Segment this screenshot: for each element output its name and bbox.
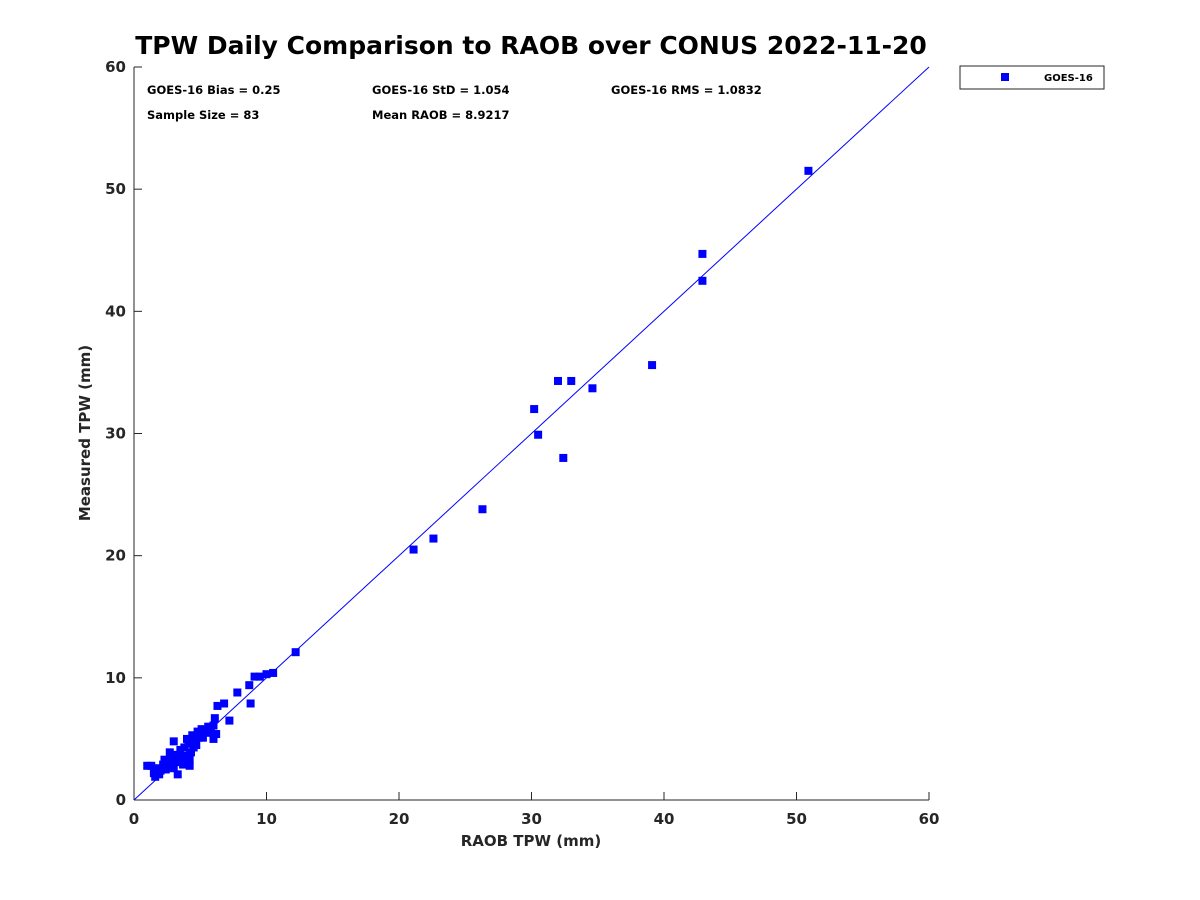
- data-point: [530, 405, 539, 414]
- legend-label-goes-16: GOES-16: [1044, 73, 1093, 84]
- x-tick-label: 30: [521, 810, 542, 828]
- data-point: [160, 755, 169, 764]
- data-point: [245, 681, 254, 690]
- data-point: [198, 733, 207, 742]
- data-point: [698, 249, 707, 258]
- data-point: [255, 672, 264, 681]
- data-point: [159, 760, 168, 769]
- data-point: [246, 699, 255, 708]
- x-axis-ticks: 0 10 20 30 40 50 60: [129, 792, 940, 828]
- data-point: [478, 505, 487, 514]
- data-point: [212, 730, 221, 739]
- y-tick-label: 60: [105, 58, 126, 76]
- data-point: [262, 670, 271, 679]
- data-point: [559, 453, 568, 462]
- data-point: [648, 361, 657, 370]
- data-point: [206, 728, 215, 737]
- mean-raob-annotation: Mean RAOB = 8.9217: [372, 108, 510, 122]
- data-point: [204, 722, 213, 731]
- data-point: [429, 534, 438, 543]
- data-point: [183, 734, 191, 743]
- std-annotation: GOES-16 StD = 1.054: [372, 83, 509, 97]
- data-point: [185, 755, 194, 764]
- data-point: [179, 760, 188, 769]
- y-tick-label: 50: [105, 180, 126, 198]
- data-point: [169, 737, 178, 746]
- data-point: [186, 748, 195, 757]
- x-tick-label: 0: [129, 810, 139, 828]
- x-tick-label: 10: [256, 810, 277, 828]
- legend: GOES-16: [959, 65, 1105, 90]
- bias-annotation: GOES-16 Bias = 0.25: [147, 83, 280, 97]
- y-tick-label: 40: [105, 302, 126, 320]
- data-point: [172, 750, 181, 759]
- data-point: [220, 699, 229, 708]
- data-point: [188, 731, 197, 740]
- chart-title: TPW Daily Comparison to RAOB over CONUS …: [135, 31, 927, 60]
- y-tick-label: 30: [105, 425, 126, 443]
- data-point: [156, 766, 165, 775]
- sample-size-annotation: Sample Size = 83: [147, 108, 259, 122]
- data-point: [233, 688, 242, 697]
- x-tick-label: 50: [786, 810, 807, 828]
- data-point: [291, 648, 300, 657]
- data-point: [804, 166, 813, 175]
- x-tick-label: 20: [389, 810, 410, 828]
- y-tick-label: 20: [105, 547, 126, 565]
- data-point: [698, 276, 707, 285]
- x-axis-label: RAOB TPW (mm): [461, 832, 602, 850]
- y-axis-label: Measured TPW (mm): [76, 345, 94, 521]
- data-point: [209, 721, 218, 730]
- data-point: [250, 672, 259, 681]
- data-point: [184, 739, 193, 748]
- data-point: [201, 727, 210, 736]
- y-tick-label: 0: [116, 791, 126, 809]
- data-point: [409, 545, 418, 554]
- data-point: [169, 764, 178, 773]
- legend-box: [959, 65, 1105, 90]
- rms-annotation: GOES-16 RMS = 1.0832: [611, 83, 762, 97]
- legend-marker-goes-16: [1001, 73, 1009, 81]
- stats-annotations: GOES-16 Bias = 0.25 GOES-16 StD = 1.054 …: [147, 83, 762, 122]
- data-point: [588, 384, 597, 393]
- data-point: [209, 734, 218, 743]
- data-point: [567, 376, 576, 385]
- data-point: [554, 376, 562, 385]
- data-point: [165, 748, 174, 757]
- data-point: [192, 741, 201, 750]
- data-point: [185, 761, 194, 770]
- data-point: [225, 716, 234, 725]
- data-point: [534, 430, 543, 439]
- y-tick-label: 10: [105, 669, 126, 687]
- data-point: [173, 770, 182, 779]
- y-axis-ticks: 0 10 20 30 40 50 60: [105, 58, 142, 809]
- data-point: [269, 668, 278, 677]
- goes-16-points: [143, 166, 813, 781]
- x-tick-label: 40: [654, 810, 675, 828]
- data-point: [147, 761, 156, 770]
- data-point: [210, 714, 219, 723]
- data-point: [213, 701, 222, 710]
- x-tick-label: 60: [919, 810, 940, 828]
